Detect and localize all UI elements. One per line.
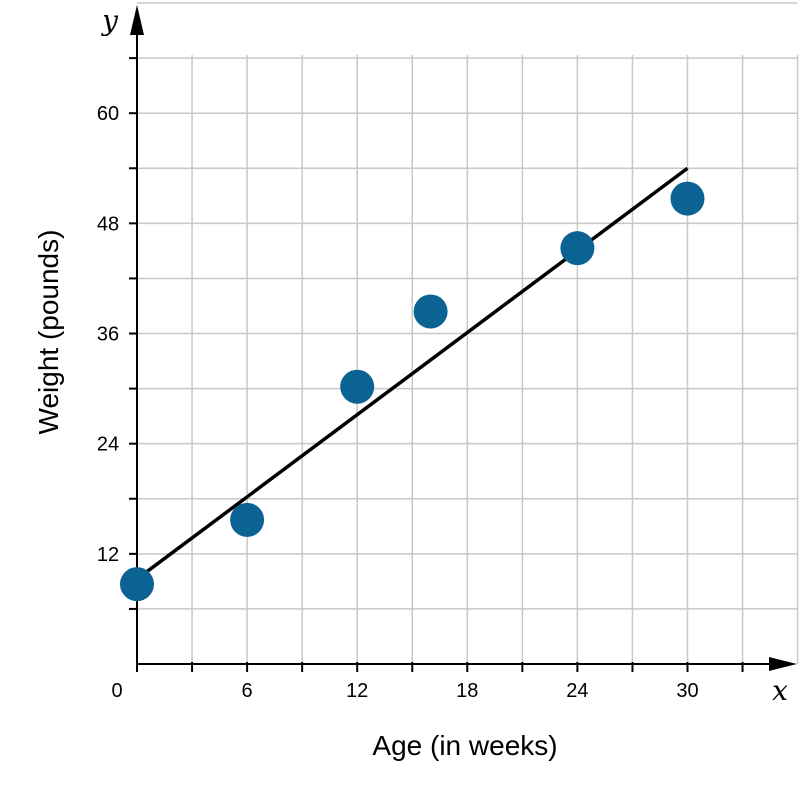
x-variable-label: x [772, 674, 788, 707]
y-tick-label: 24 [97, 434, 119, 456]
y-tick-label: 12 [97, 544, 119, 566]
x-tick-label: 18 [456, 680, 478, 702]
x-axis-label: Age (in weeks) [372, 730, 557, 761]
data-point [230, 502, 265, 537]
x-tick-label: 30 [676, 680, 698, 702]
y-tick-label: 48 [97, 213, 119, 235]
y-tick-label: 60 [97, 103, 119, 125]
x-tick-label: 24 [566, 680, 588, 702]
x-tick-label: 6 [242, 680, 253, 702]
y-axis-arrow [130, 5, 144, 35]
y-variable-label: y [100, 4, 119, 37]
x-tick-label: 12 [346, 680, 368, 702]
data-point [670, 181, 705, 216]
x-tick-labels: 0 6 12 18 24 30 [111, 680, 698, 702]
axes [129, 5, 797, 672]
data-point [340, 369, 375, 404]
data-points [120, 181, 705, 602]
data-point [120, 567, 154, 602]
data-point [560, 231, 595, 266]
y-tick-labels: 12 24 36 48 60 [97, 103, 119, 566]
y-tick-label: 36 [97, 324, 119, 346]
x-tick-label: 0 [111, 680, 122, 702]
data-point [413, 294, 448, 329]
x-axis-arrow [769, 657, 797, 671]
y-axis-label: Weight (pounds) [33, 230, 64, 435]
trend-line [145, 166, 689, 574]
